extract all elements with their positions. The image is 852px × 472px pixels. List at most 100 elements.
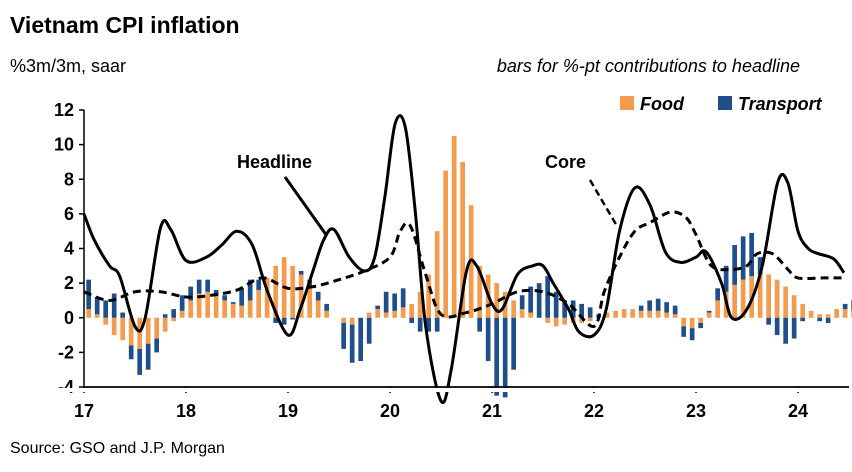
food-bar	[273, 265, 279, 318]
x-tick-label: 24	[788, 401, 808, 421]
transport-bar	[434, 317, 440, 332]
food-bar	[783, 286, 788, 318]
transport-bar	[791, 317, 797, 339]
transport-bar	[392, 293, 397, 311]
food-bar	[621, 309, 627, 318]
transport-bar	[536, 283, 542, 318]
food-bar	[587, 317, 593, 322]
core-arrow	[588, 179, 619, 227]
food-bar	[842, 309, 848, 318]
transport-bar	[757, 257, 763, 275]
food-bar	[766, 274, 771, 318]
transport-bar	[511, 317, 516, 370]
transport-bar	[290, 317, 296, 320]
transport-bar	[298, 271, 304, 275]
chart-subtitle: %3m/3m, saar	[10, 56, 127, 76]
transport-bar	[375, 305, 381, 310]
food-bar	[128, 317, 134, 346]
transport-bar	[672, 305, 678, 315]
food-bar	[196, 293, 202, 318]
transport-bar	[111, 293, 117, 318]
food-bar	[213, 295, 219, 318]
transport-bar	[222, 295, 228, 301]
transport-bar	[562, 300, 567, 318]
transport-bar	[766, 317, 771, 325]
food-bar	[383, 312, 389, 318]
transport-bar	[239, 288, 245, 306]
transport-bar	[426, 317, 431, 332]
food-bar	[604, 312, 610, 318]
food-bar	[681, 317, 686, 327]
food-bar	[120, 317, 126, 341]
transport-bar	[502, 317, 508, 398]
transport-bar	[349, 324, 355, 363]
transport-bar	[655, 298, 661, 311]
food-bar	[613, 310, 618, 318]
food-bar	[94, 314, 100, 318]
transport-bar	[213, 290, 219, 296]
transport-bar	[247, 279, 253, 301]
food-bar	[443, 170, 448, 318]
transport-bar	[545, 276, 550, 318]
food-bar	[256, 290, 262, 318]
food-bar	[103, 317, 109, 325]
chart-title: Vietnam CPI inflation	[10, 12, 240, 38]
transport-bar	[732, 245, 737, 285]
food-bar	[315, 300, 321, 318]
transport-bar	[103, 300, 109, 318]
y-tick-label: 8	[64, 169, 74, 189]
food-bar	[672, 314, 678, 318]
food-bar	[791, 295, 797, 318]
transport-bar	[715, 288, 720, 301]
food-bar	[417, 291, 423, 318]
food-bar	[528, 312, 533, 318]
transport-bar	[817, 317, 822, 322]
food-bar	[324, 310, 330, 318]
food-bar	[162, 317, 168, 332]
transport-bar	[477, 317, 482, 332]
transport-bar	[528, 286, 533, 313]
transport-legend-swatch	[718, 96, 732, 110]
transport-bar	[179, 295, 185, 311]
food-bar	[553, 317, 559, 327]
plot-clip-mask	[0, 388, 852, 392]
headline-line	[82, 114, 846, 404]
food-bar	[774, 279, 780, 318]
food-bar	[689, 317, 695, 329]
transport-bar	[383, 291, 389, 313]
transport-bar	[740, 236, 746, 280]
food-bar	[808, 310, 814, 318]
y-tick-label: 4	[64, 239, 74, 259]
food-bar	[409, 303, 414, 318]
food-bar	[247, 300, 253, 318]
food-bar	[545, 317, 550, 323]
transport-bar	[358, 317, 364, 362]
transport-bar	[774, 317, 780, 336]
food-bar	[434, 231, 440, 318]
food-legend-swatch	[620, 96, 634, 110]
x-tick-label: 21	[482, 401, 502, 421]
food-bar	[205, 291, 211, 318]
food-bar	[638, 310, 644, 318]
transport-bar	[519, 295, 525, 310]
food-bar	[307, 286, 313, 318]
transport-bar	[400, 288, 406, 308]
food-bar	[562, 317, 567, 325]
x-tick-label: 18	[176, 401, 196, 421]
y-tick-label: 2	[64, 273, 74, 293]
transport-bar	[587, 307, 593, 318]
food-bar	[154, 317, 160, 339]
food-bar	[732, 284, 737, 318]
food-bar	[392, 310, 397, 318]
transport-bar	[256, 279, 262, 291]
food-bar	[494, 283, 499, 318]
y-tick-label: -2	[58, 342, 74, 362]
food-bar	[647, 310, 652, 318]
food-legend-label: Food	[640, 94, 685, 114]
transport-bar	[137, 348, 143, 375]
transport-bar	[188, 286, 194, 301]
y-tick-label: 10	[54, 135, 74, 155]
transport-bar	[273, 317, 279, 323]
food-bar	[349, 317, 355, 325]
source-note: Source: GSO and J.P. Morgan	[10, 440, 225, 457]
